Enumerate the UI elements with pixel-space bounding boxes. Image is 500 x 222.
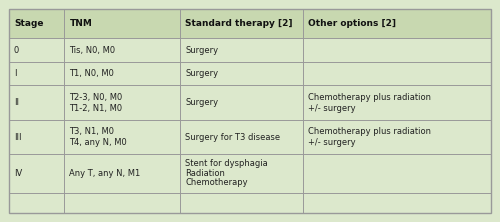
Text: III: III xyxy=(14,133,22,142)
Text: Stent for dysphagia: Stent for dysphagia xyxy=(185,159,268,168)
Text: +/- surgery: +/- surgery xyxy=(308,104,356,113)
Text: Surgery: Surgery xyxy=(185,69,218,78)
Bar xyxy=(9,62,491,85)
Bar xyxy=(9,38,491,62)
Text: II: II xyxy=(14,98,19,107)
Text: Surgery: Surgery xyxy=(185,46,218,55)
Bar xyxy=(9,154,491,193)
Text: Stage: Stage xyxy=(14,19,44,28)
Bar xyxy=(9,9,491,38)
Bar xyxy=(9,85,491,120)
Text: 0: 0 xyxy=(14,46,19,55)
Text: I: I xyxy=(14,69,16,78)
Text: Standard therapy [2]: Standard therapy [2] xyxy=(185,19,292,28)
Text: T4, any N, M0: T4, any N, M0 xyxy=(70,138,127,147)
Bar xyxy=(9,120,491,154)
Text: +/- surgery: +/- surgery xyxy=(308,138,356,147)
Text: Other options [2]: Other options [2] xyxy=(308,19,396,28)
Text: Tis, N0, M0: Tis, N0, M0 xyxy=(70,46,116,55)
Text: Chemotherapy plus radiation: Chemotherapy plus radiation xyxy=(308,127,431,136)
Text: T1-2, N1, M0: T1-2, N1, M0 xyxy=(70,104,122,113)
Text: T3, N1, M0: T3, N1, M0 xyxy=(70,127,114,136)
Text: Any T, any N, M1: Any T, any N, M1 xyxy=(70,169,140,178)
Text: T1, N0, M0: T1, N0, M0 xyxy=(70,69,114,78)
Text: IV: IV xyxy=(14,169,22,178)
Text: Chemotherapy plus radiation: Chemotherapy plus radiation xyxy=(308,93,431,101)
Text: Chemotherapy: Chemotherapy xyxy=(185,178,248,188)
Text: Radiation: Radiation xyxy=(185,169,225,178)
Text: TNM: TNM xyxy=(70,19,92,28)
Text: T2-3, N0, M0: T2-3, N0, M0 xyxy=(70,93,122,101)
Text: Surgery: Surgery xyxy=(185,98,218,107)
Text: Surgery for T3 disease: Surgery for T3 disease xyxy=(185,133,280,142)
